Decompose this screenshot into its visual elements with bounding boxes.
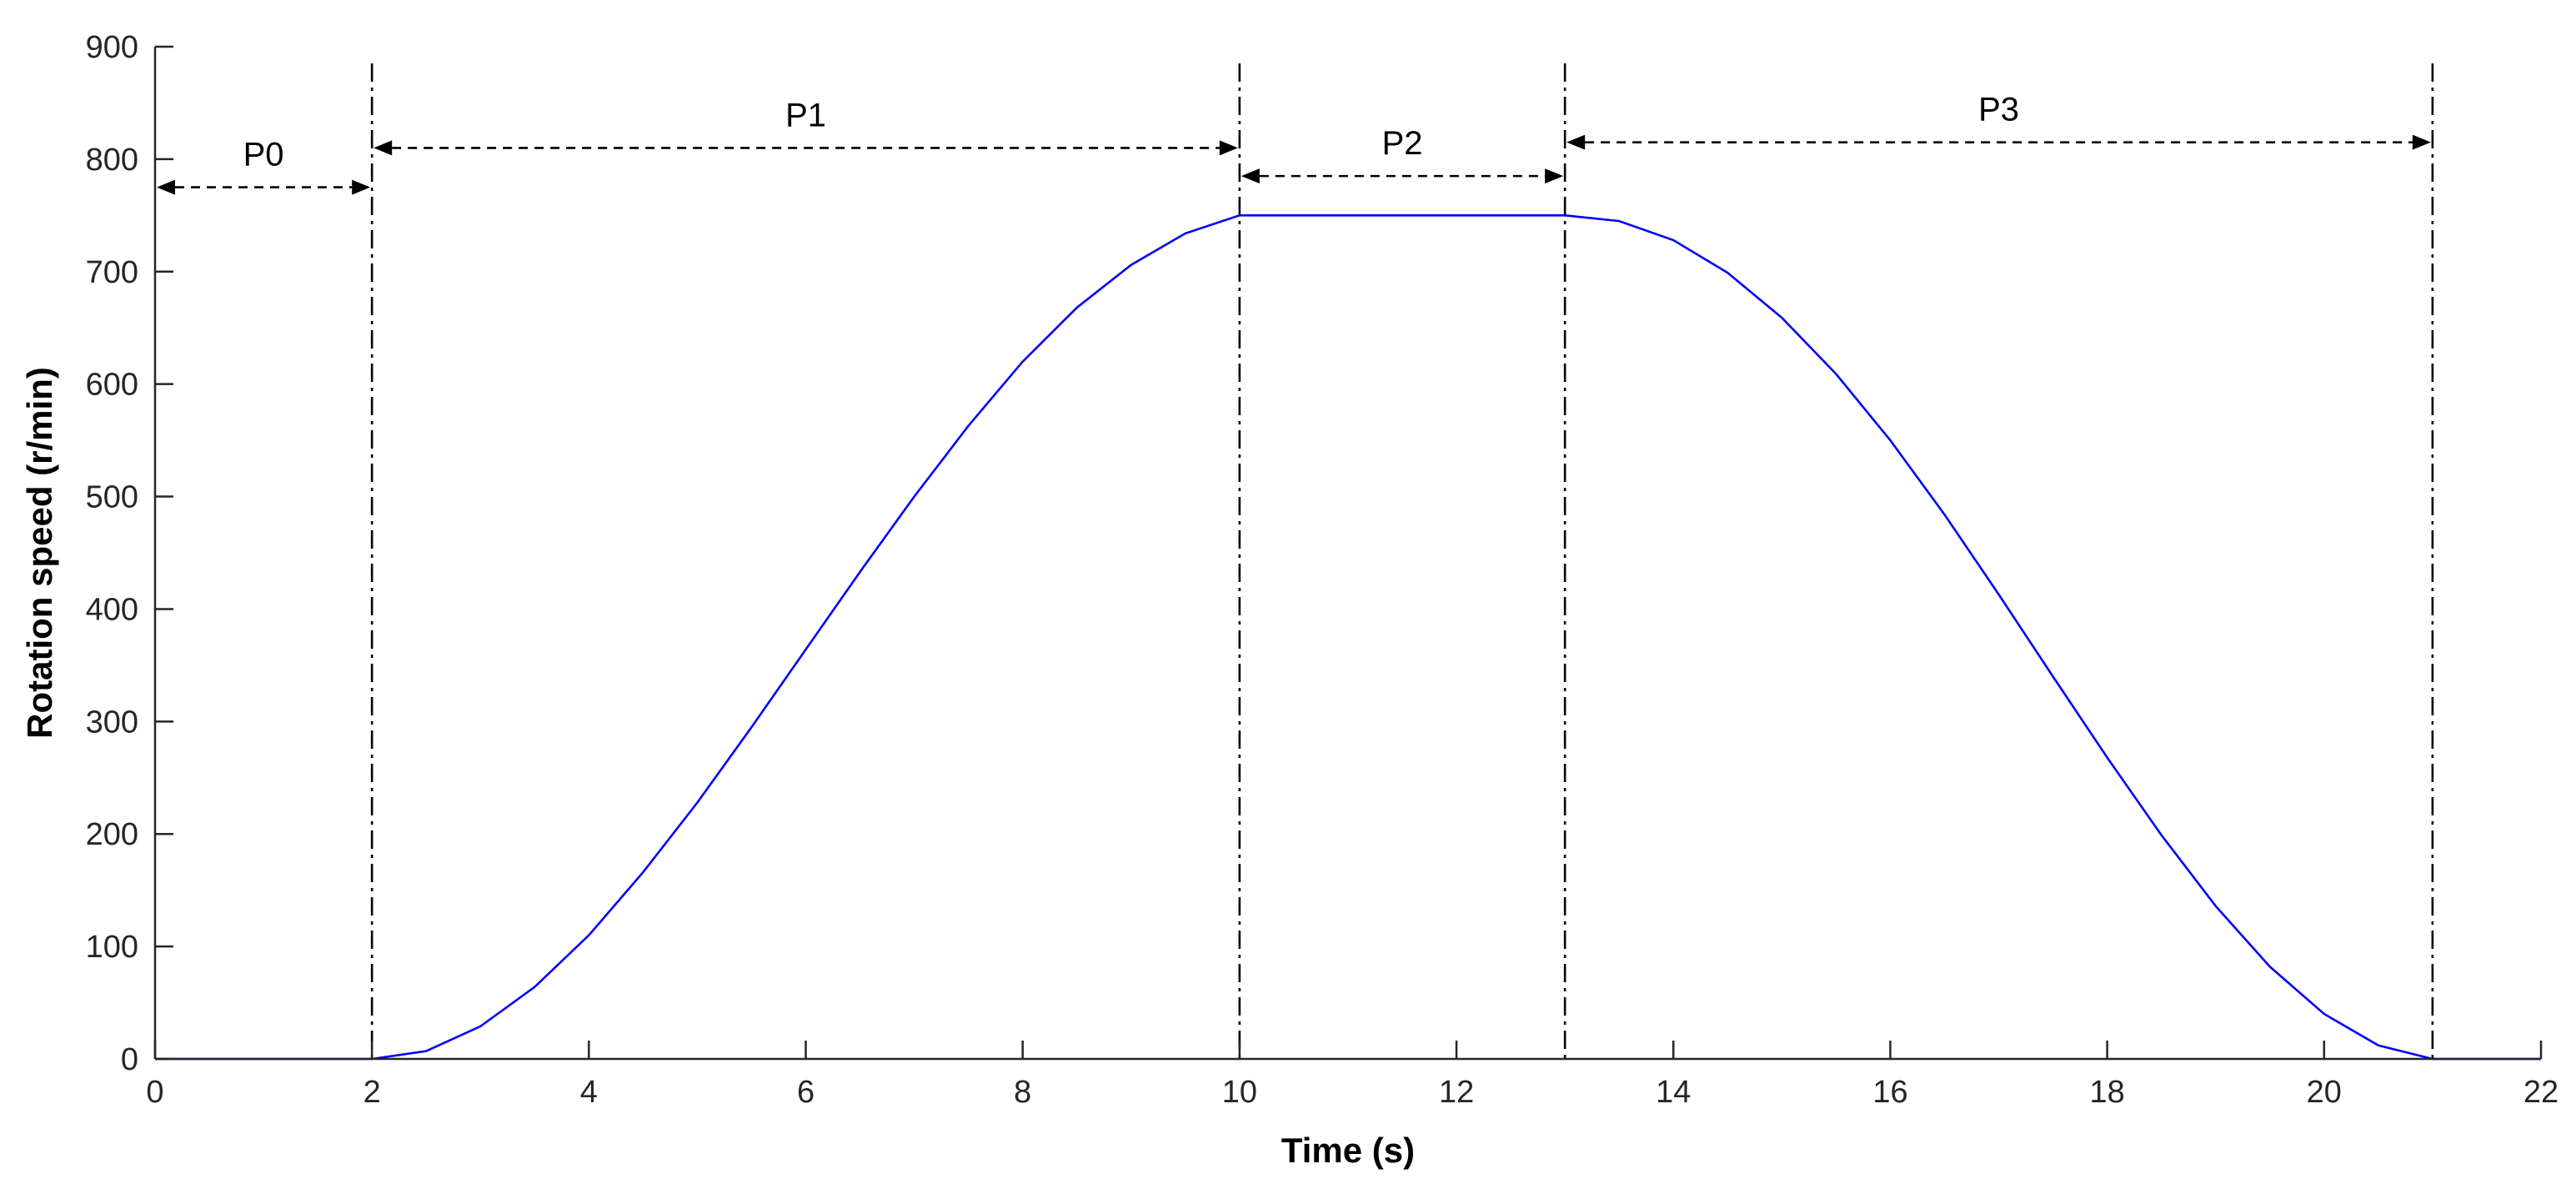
x-axis-label: Time (s) bbox=[1281, 1131, 1415, 1170]
x-tick-label: 14 bbox=[1656, 1075, 1691, 1110]
y-axis-label: Rotation speed (r/min) bbox=[20, 367, 59, 739]
x-tick-label: 12 bbox=[1439, 1075, 1474, 1110]
arrow-head-right bbox=[2412, 134, 2431, 150]
y-tick-label: 800 bbox=[86, 143, 138, 178]
rotation-speed-line bbox=[155, 214, 2541, 1061]
y-tick-label: 200 bbox=[86, 817, 138, 852]
phase-label: P0 bbox=[243, 137, 284, 173]
x-tick-label: 18 bbox=[2089, 1075, 2124, 1110]
phase-label: P3 bbox=[1978, 92, 2019, 128]
x-ticks: 0 2 4 6 8 10 12 14 16 18 20 22 bbox=[146, 1041, 2558, 1110]
arrow-head-right bbox=[1545, 168, 1564, 184]
phase-label: P2 bbox=[1382, 125, 1423, 162]
phase-label: P1 bbox=[785, 97, 826, 133]
y-tick-label: 100 bbox=[86, 930, 138, 965]
arrow-head-left bbox=[157, 179, 175, 195]
x-tick-label: 2 bbox=[363, 1075, 381, 1110]
x-tick-label: 22 bbox=[2523, 1075, 2558, 1110]
arrow-head-right bbox=[1219, 140, 1238, 156]
y-tick-label: 500 bbox=[86, 480, 138, 515]
x-tick-label: 4 bbox=[580, 1075, 598, 1110]
arrow-head-left bbox=[373, 140, 393, 156]
y-tick-label: 700 bbox=[86, 255, 138, 290]
y-ticks: 0 100 200 300 400 500 600 700 800 900 bbox=[86, 30, 173, 1077]
arrow-head-right bbox=[352, 179, 371, 195]
x-tick-label: 8 bbox=[1014, 1075, 1031, 1110]
y-tick-label: 400 bbox=[86, 592, 138, 627]
x-tick-label: 16 bbox=[1872, 1075, 1907, 1110]
arrow-head-left bbox=[1240, 168, 1260, 184]
phase-annotations: P0 P1 P2 P3 bbox=[157, 92, 2431, 195]
y-tick-label: 900 bbox=[86, 30, 138, 65]
series-group bbox=[155, 214, 2541, 1061]
x-tick-label: 10 bbox=[1222, 1075, 1257, 1110]
x-tick-label: 6 bbox=[797, 1075, 814, 1110]
y-tick-label: 300 bbox=[86, 705, 138, 740]
axes: 0 2 4 6 8 10 12 14 16 18 20 22 0 100 200 300 400 500 600 7… bbox=[86, 30, 2559, 1110]
arrow-head-left bbox=[1566, 134, 1586, 150]
phase-boundaries bbox=[370, 63, 2434, 1059]
x-tick-label: 20 bbox=[2307, 1075, 2342, 1110]
y-tick-label: 600 bbox=[86, 368, 138, 403]
y-tick-label: 0 bbox=[121, 1042, 138, 1077]
x-tick-label: 0 bbox=[146, 1075, 163, 1110]
